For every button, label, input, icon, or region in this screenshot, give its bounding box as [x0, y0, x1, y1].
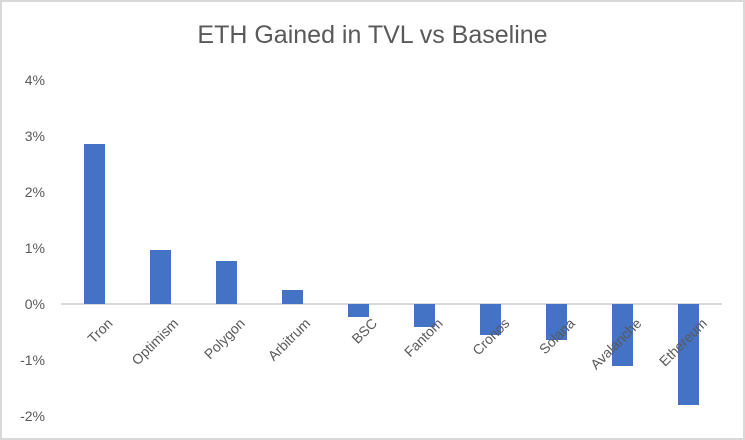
bar-fantom	[414, 304, 436, 327]
bar-bsc	[347, 304, 369, 318]
bar-polygon	[215, 260, 237, 304]
bar-tron	[83, 144, 105, 304]
bar-solana	[546, 304, 568, 341]
category-label: Optimism	[128, 315, 182, 369]
category-label: BSC	[348, 315, 380, 347]
bar-optimism	[149, 249, 171, 304]
category-label: Arbitrum	[264, 315, 314, 364]
y-axis-tick-label: 2%	[24, 184, 45, 200]
y-axis-tick-label: 3%	[24, 128, 45, 144]
zero-gridline	[61, 303, 722, 305]
y-axis-tick-label: -1%	[20, 352, 45, 368]
chart-title: ETH Gained in TVL vs Baseline	[197, 21, 548, 49]
y-axis-tick-label: -2%	[20, 408, 45, 424]
y-axis-tick-label: 1%	[24, 240, 45, 256]
y-axis-tick-label: 4%	[24, 72, 45, 88]
category-label: Polygon	[200, 315, 248, 363]
bar-cronos	[480, 304, 502, 335]
category-label: Tron	[84, 315, 116, 347]
bar-avalanche	[612, 304, 634, 366]
bar-ethereum	[678, 304, 700, 405]
bar-arbitrum	[281, 290, 303, 304]
y-axis-tick-label: 0%	[24, 296, 45, 312]
